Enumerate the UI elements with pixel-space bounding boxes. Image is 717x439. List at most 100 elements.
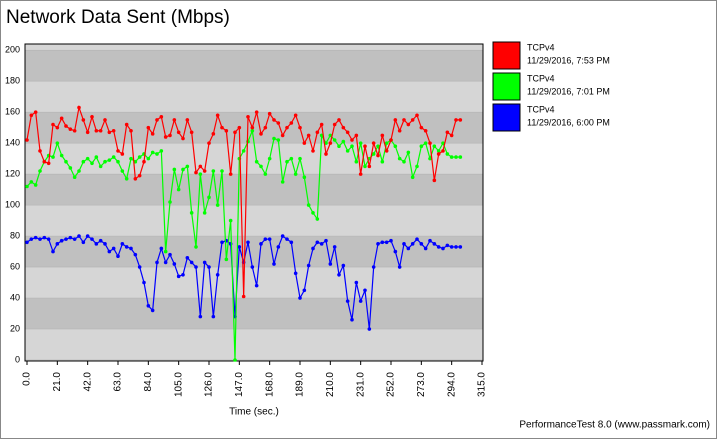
data-point	[220, 169, 224, 173]
data-point	[233, 358, 237, 362]
data-point	[68, 166, 73, 170]
x-tick-label: 294.0	[446, 372, 457, 397]
data-point	[341, 125, 346, 130]
data-point	[293, 271, 298, 276]
data-point	[380, 159, 385, 164]
data-point	[246, 115, 250, 119]
data-point	[207, 141, 211, 145]
plot-border	[24, 43, 484, 362]
data-point	[350, 144, 354, 149]
y-tick-label: 140	[5, 138, 20, 148]
data-point	[432, 178, 437, 183]
data-point	[94, 128, 99, 133]
data-point	[345, 299, 350, 303]
legend-date: 11/29/2016, 6:00 PM	[527, 117, 610, 127]
data-point	[189, 130, 194, 135]
data-point	[376, 153, 380, 158]
data-point	[363, 144, 367, 149]
data-point	[419, 242, 424, 246]
data-point	[116, 254, 120, 259]
data-point	[146, 125, 151, 130]
data-point	[410, 118, 415, 122]
x-tick-label: 252.0	[386, 372, 397, 397]
data-point	[38, 237, 42, 241]
grid-band	[25, 298, 483, 330]
x-tick-label: 84.0	[143, 372, 154, 392]
legend-swatch	[492, 41, 521, 70]
data-point	[129, 246, 133, 251]
data-point	[285, 237, 289, 241]
data-point	[142, 159, 146, 164]
data-point	[267, 237, 272, 241]
data-point	[449, 245, 454, 249]
data-point	[211, 314, 216, 319]
data-point	[211, 169, 216, 173]
y-tick-label: 180	[5, 76, 20, 86]
data-point	[64, 124, 68, 128]
data-point	[263, 237, 268, 241]
x-tick-label: 231.0	[355, 372, 366, 397]
data-point	[250, 265, 255, 269]
data-point	[163, 249, 168, 254]
data-point	[393, 144, 398, 149]
data-point	[120, 169, 125, 173]
data-point	[289, 156, 294, 161]
data-point	[228, 218, 233, 223]
data-point	[441, 246, 445, 251]
data-point	[85, 234, 90, 238]
data-point	[415, 113, 419, 118]
data-point	[332, 122, 337, 127]
data-point	[302, 175, 307, 180]
data-point	[402, 118, 406, 122]
y-tick-label: 40	[10, 292, 20, 302]
data-point	[124, 245, 129, 249]
data-point	[90, 237, 94, 241]
x-tick-label: 21.0	[52, 372, 63, 392]
data-point	[337, 273, 341, 277]
data-point	[137, 265, 142, 269]
x-tick-label: 126.0	[204, 372, 215, 397]
data-point	[419, 125, 424, 130]
data-point	[337, 118, 341, 122]
data-point	[77, 105, 81, 110]
data-point	[250, 128, 255, 133]
data-point	[267, 111, 272, 116]
data-point	[146, 156, 151, 161]
data-point	[276, 121, 281, 125]
data-point	[133, 252, 138, 257]
data-point	[458, 118, 463, 122]
data-point	[198, 172, 203, 176]
data-point	[397, 128, 402, 133]
data-point	[129, 128, 133, 133]
data-point	[59, 153, 64, 158]
data-point	[150, 308, 155, 313]
data-point	[98, 164, 103, 169]
data-point	[319, 242, 324, 246]
data-point	[445, 243, 450, 248]
data-point	[441, 149, 445, 153]
data-point	[393, 249, 398, 254]
data-point	[55, 141, 60, 145]
data-point	[155, 152, 159, 156]
data-point	[185, 255, 190, 260]
data-point	[358, 141, 363, 145]
data-point	[376, 144, 380, 149]
data-point	[72, 128, 77, 133]
data-point	[324, 238, 328, 243]
legend-label: TCPv4	[527, 42, 555, 52]
data-point	[25, 184, 29, 189]
data-point	[194, 265, 198, 269]
data-point	[111, 246, 116, 251]
data-point	[46, 161, 51, 166]
data-point	[363, 288, 367, 293]
data-point	[103, 159, 107, 164]
data-point	[59, 116, 64, 121]
data-point	[150, 132, 155, 136]
data-point	[111, 155, 116, 159]
data-point	[150, 150, 155, 155]
data-point	[423, 128, 428, 133]
data-point	[280, 180, 285, 184]
data-point	[25, 138, 29, 142]
data-point	[341, 263, 346, 268]
